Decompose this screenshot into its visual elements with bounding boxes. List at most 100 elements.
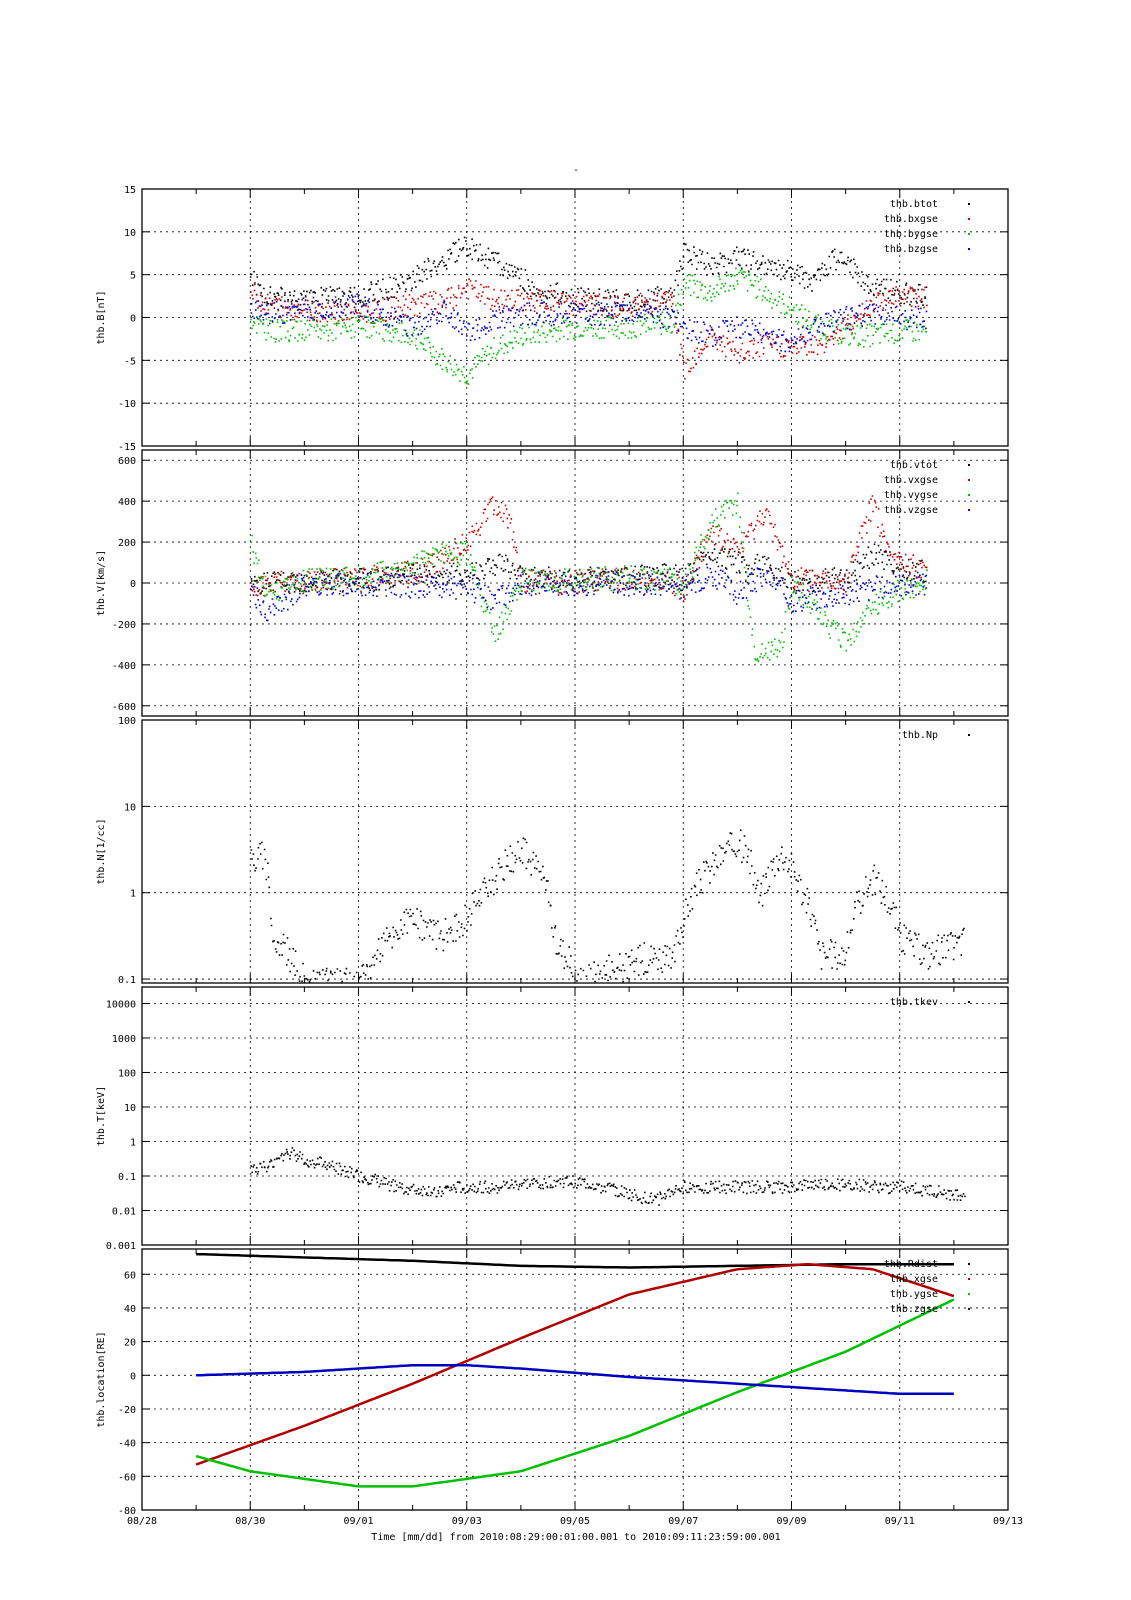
panel-frame (141, 986, 1009, 1246)
y-tick-label: 0.1 (118, 975, 136, 986)
legend-label: thb.Rdist (884, 1259, 938, 1270)
x-tick-label: 08/28 (127, 1516, 157, 1527)
legend-label: thb.zgse (890, 1304, 938, 1315)
panel-5: 60 40 20 0 -20 -40 -60 -80 thb.location[RE] thb.R… (96, 1248, 1009, 1517)
y-tick-label: -5 (124, 356, 136, 367)
y-tick-label: 15 (124, 185, 136, 196)
x-tick-labels: 08/28 08/30 09/01 09/03 09/05 09/07 09/09 09/11… (127, 1516, 1023, 1527)
y-tick-label: 0 (130, 314, 136, 325)
y-tick-label: 20 (124, 1338, 136, 1349)
legend-marker (968, 218, 970, 220)
series-thb-vtot (250, 543, 928, 595)
y-tick-label: 1 (130, 889, 136, 900)
legend-marker (968, 1278, 970, 1280)
legend-label: thb.bxgse (884, 214, 938, 225)
series-line (195, 1298, 955, 1488)
x-tick-label: 09/05 (560, 1516, 590, 1527)
x-tick-label: 09/07 (668, 1516, 698, 1527)
legend-label: thb.xgse (890, 1274, 938, 1285)
series-points (249, 495, 928, 603)
plot-area (249, 236, 928, 385)
legend-marker (968, 1308, 970, 1310)
legend-marker (968, 494, 970, 496)
series-thb-ygse (195, 1298, 955, 1488)
series-thb-Rdist (196, 1252, 954, 1269)
y-tick-label: 0.1 (118, 1172, 136, 1183)
plot-area (250, 1147, 966, 1206)
series-thb-vxgse (249, 495, 928, 603)
legend-marker (968, 734, 970, 736)
y-axis-label: thb.N[1/cc] (96, 818, 107, 884)
y-tick-label: -40 (118, 1439, 136, 1450)
y-tick-label: -20 (118, 1405, 136, 1416)
y-tick-label: 600 (118, 456, 136, 467)
panel-frame (141, 719, 1009, 984)
legend-label: thb.vxgse (884, 475, 938, 486)
x-tick-label: 09/13 (993, 1516, 1023, 1527)
panel-frame (141, 1248, 1009, 1511)
legend-label: thb.ygse (890, 1289, 938, 1300)
panel-frame (141, 188, 1009, 447)
series-thb-zgse (196, 1363, 954, 1396)
y-axis-label: thb.B[nT] (96, 290, 107, 344)
legend-label: thb.vygse (884, 490, 938, 501)
y-tick-label: 10 (124, 802, 136, 813)
y-tick-label: -600 (112, 702, 136, 713)
series-thb-vzgse (250, 563, 928, 622)
legend-marker (968, 233, 970, 235)
y-tick-label: 200 (118, 538, 136, 549)
y-tick-label: -200 (112, 620, 136, 631)
x-tick-label: 09/01 (343, 1516, 373, 1527)
x-axis-label: Time [mm/dd] from 2010:08:29:00:01:00.00… (371, 1532, 780, 1543)
legend-label: thb.bzgse (884, 244, 938, 255)
legend-marker (968, 479, 970, 481)
y-tick-label: 1000 (112, 1034, 136, 1045)
panel-2: 600 400 200 0 -200 -400 -600 thb.V[km/s] thb.vto… (96, 449, 1009, 717)
y-tick-label: 10 (124, 228, 136, 239)
y-axis-label: thb.location[RE] (96, 1331, 107, 1427)
y-tick-label: 5 (130, 271, 136, 282)
x-tick-label: 09/03 (452, 1516, 482, 1527)
y-tick-label: -10 (118, 399, 136, 410)
y-tick-label: 40 (124, 1304, 136, 1315)
panel-frame (141, 449, 1009, 717)
y-tick-label: 100 (118, 716, 136, 727)
legend-label: thb.btot (890, 199, 938, 210)
panel-4: 10000 1000 100 10 1 0.1 0.01 0.001 thb.T[keV] thb… (96, 986, 1009, 1252)
series-thb-vygse (250, 492, 928, 663)
y-tick-label: -400 (112, 661, 136, 672)
series-thb-bygse (250, 267, 927, 385)
page-title: - (573, 165, 579, 176)
series-points (250, 492, 928, 663)
legend-label: thb.bygse (884, 229, 938, 240)
legend-label: thb.tkev (890, 997, 938, 1008)
series-points (250, 563, 928, 622)
legend-marker (968, 509, 970, 511)
series-line (196, 1363, 954, 1396)
series-line (195, 1263, 955, 1466)
panels: 15 10 5 0 -5 -10 -15 thb.B[nT] thb.btot thb.bxgse… (96, 185, 1009, 1517)
series-thb-tkev (250, 1147, 966, 1206)
series-thb-xgse (195, 1263, 955, 1466)
plot-area (250, 829, 965, 983)
y-tick-label: 0.001 (106, 1241, 136, 1252)
x-tick-label: 08/30 (235, 1516, 265, 1527)
y-tick-label: -60 (118, 1472, 136, 1483)
y-tick-label: -15 (118, 442, 136, 453)
legend-marker (968, 464, 970, 466)
y-tick-label: 10000 (106, 999, 136, 1010)
y-axis-label: thb.T[keV] (96, 1086, 107, 1146)
y-tick-label: 10 (124, 1103, 136, 1114)
y-tick-label: 400 (118, 497, 136, 508)
legend-marker (968, 1263, 970, 1265)
legend-marker (968, 248, 970, 250)
series-points (250, 543, 928, 595)
plot-area (249, 492, 928, 663)
y-tick-label: 60 (124, 1270, 136, 1281)
legend-marker (968, 1293, 970, 1295)
panel-1: 15 10 5 0 -5 -10 -15 thb.B[nT] thb.btot thb.bxgse… (96, 185, 1009, 453)
y-tick-label: -80 (118, 1506, 136, 1517)
series-points (250, 1147, 966, 1206)
legend-label: thb.vtot (890, 460, 938, 471)
